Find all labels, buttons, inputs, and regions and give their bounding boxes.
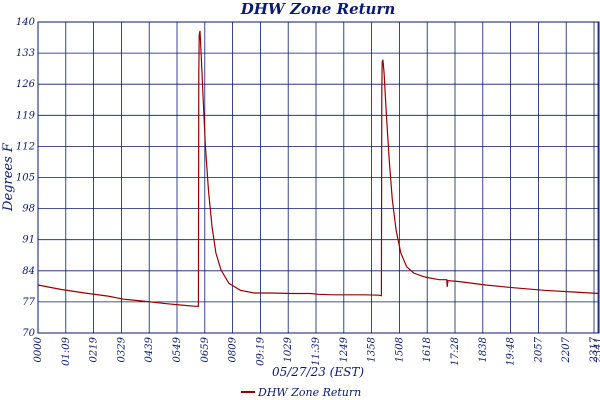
x-tick-label: 0809 <box>228 336 239 362</box>
x-tick-label: 0439 <box>144 336 155 362</box>
y-tick-label: 105 <box>16 173 35 184</box>
x-tick-label: 1838 <box>478 337 489 362</box>
x-tick-label: 0000 <box>33 336 44 362</box>
y-tick-label: 112 <box>16 141 35 152</box>
x-tick-label: 1618 <box>422 337 433 362</box>
x-tick-label: 1249 <box>339 336 350 362</box>
x-tick-label: 0329 <box>116 336 127 362</box>
x-tick-label: 11:39 <box>311 336 322 365</box>
x-tick-label: 01:09 <box>61 336 72 365</box>
x-tick-label: 0549 <box>172 336 183 362</box>
x-tick-label: 2317 <box>589 336 600 363</box>
x-tick-label: 1029 <box>283 336 294 362</box>
x-axis-label: 05/27/23 (EST) <box>272 365 364 379</box>
series-line-dhw-zone-return <box>37 30 600 307</box>
y-tick-label: 119 <box>16 110 36 121</box>
y-tick-label: 91 <box>22 235 35 246</box>
x-tick-label: 2341 <box>593 337 600 363</box>
y-tick-label: 126 <box>16 79 36 90</box>
x-tick-label: 1358 <box>367 337 378 362</box>
y-tick-label: 140 <box>16 17 36 28</box>
y-axis-label: Degrees F <box>1 142 16 212</box>
x-tick-label: 17:28 <box>450 337 461 366</box>
x-axis-ticks: 0000 01:09 0219 0329 0439 0549 0659 0809 09:19 10… <box>33 336 600 365</box>
y-axis-ticks: 70 77 84 91 98 105 112 119 126 133 140 <box>16 17 36 339</box>
x-tick-label: 0659 <box>200 336 211 362</box>
grid-lines <box>37 21 599 334</box>
y-tick-label: 98 <box>22 204 35 215</box>
x-tick-label: 09:19 <box>255 336 266 365</box>
x-tick-label: 1508 <box>394 337 405 362</box>
x-tick-label: 0219 <box>89 336 100 362</box>
x-tick-label: 19:48 <box>506 337 517 366</box>
y-tick-label: 133 <box>16 48 35 59</box>
y-tick-label: 77 <box>22 297 35 308</box>
legend: DHW Zone Return <box>241 386 361 399</box>
legend-entry-dhw-zone-return: DHW Zone Return <box>257 386 361 399</box>
y-tick-label: 84 <box>22 266 35 277</box>
x-tick-label: 2057 <box>533 336 544 363</box>
chart-title: DHW Zone Return <box>240 0 396 18</box>
y-tick-label: 70 <box>22 328 35 339</box>
x-tick-label: 2207 <box>561 336 572 363</box>
